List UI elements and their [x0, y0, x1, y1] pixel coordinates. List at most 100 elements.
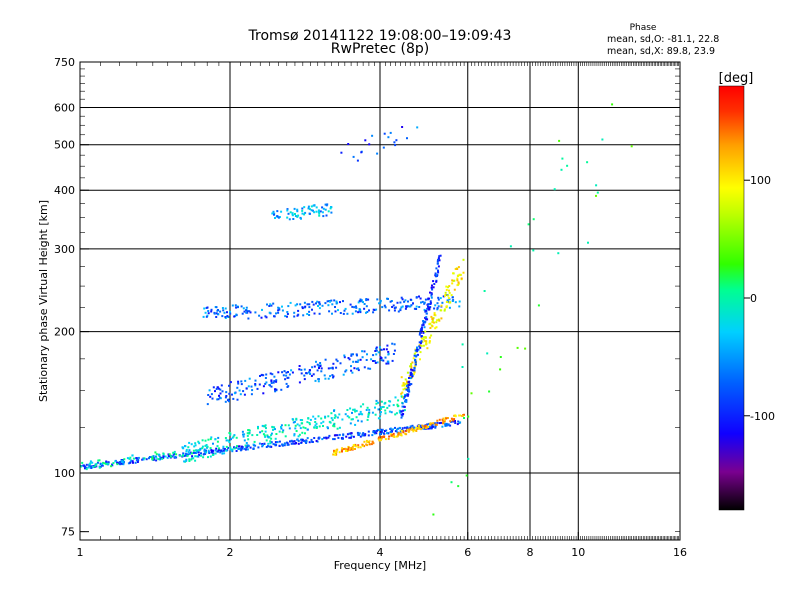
data-point	[171, 455, 174, 458]
data-point	[375, 353, 378, 356]
data-point	[135, 459, 138, 462]
data-point	[378, 302, 381, 305]
data-point	[420, 340, 423, 343]
data-point	[296, 314, 299, 317]
data-point	[377, 401, 379, 404]
data-point	[350, 353, 353, 356]
data-point	[396, 435, 399, 438]
data-point	[336, 427, 339, 430]
data-point	[224, 307, 227, 310]
data-point	[343, 356, 346, 359]
data-point	[313, 365, 316, 368]
data-point	[354, 305, 357, 308]
data-point	[334, 451, 337, 454]
data-point	[257, 446, 260, 449]
data-point	[275, 380, 278, 383]
data-point	[437, 298, 440, 301]
data-point	[428, 307, 431, 310]
data-point	[205, 315, 208, 318]
data-point	[421, 324, 424, 327]
data-point	[398, 411, 401, 414]
data-point	[316, 300, 319, 303]
data-point	[357, 359, 360, 362]
data-point	[199, 447, 202, 450]
data-point	[240, 305, 243, 308]
data-point	[220, 384, 223, 387]
data-point	[315, 210, 318, 213]
data-point	[265, 427, 267, 430]
data-point	[432, 422, 435, 425]
data-point	[414, 364, 417, 367]
data-point	[202, 315, 205, 318]
data-point	[399, 308, 402, 311]
data-point	[347, 449, 349, 452]
data-point	[399, 427, 401, 430]
data-point	[242, 390, 245, 393]
data-point	[148, 456, 151, 458]
data-point	[411, 428, 414, 431]
data-point	[367, 414, 370, 417]
colorbar-tick-label: 100	[750, 174, 771, 187]
data-point	[298, 424, 301, 427]
data-point	[298, 365, 301, 367]
data-point	[317, 415, 320, 418]
data-point	[327, 436, 330, 439]
data-point	[216, 440, 219, 443]
data-point	[252, 443, 255, 446]
data-point	[120, 459, 123, 462]
data-point	[308, 422, 311, 424]
data-point	[375, 432, 378, 435]
data-point	[217, 309, 219, 311]
data-point	[310, 438, 313, 441]
data-point	[206, 403, 209, 406]
data-point	[318, 212, 321, 215]
data-point	[326, 300, 329, 303]
data-point	[401, 391, 404, 394]
data-point	[595, 194, 597, 197]
data-point	[223, 311, 226, 314]
data-point	[319, 365, 322, 368]
data-point	[307, 205, 310, 208]
data-point	[321, 206, 324, 209]
data-point	[351, 411, 353, 414]
data-point	[428, 423, 431, 426]
data-point	[437, 269, 439, 272]
data-point	[456, 284, 459, 287]
x-tick-label: 8	[527, 546, 534, 559]
data-point	[314, 424, 317, 427]
data-point	[241, 312, 244, 315]
data-point	[405, 382, 408, 385]
data-point	[214, 438, 217, 441]
data-point	[318, 301, 320, 304]
data-point	[361, 433, 364, 436]
data-point	[278, 430, 281, 433]
data-point	[401, 414, 404, 417]
data-point	[400, 429, 403, 432]
data-point	[85, 466, 88, 469]
data-point	[315, 206, 318, 209]
data-point	[595, 184, 598, 187]
data-point	[155, 453, 158, 456]
data-point	[270, 432, 273, 435]
data-point	[416, 346, 418, 349]
data-point	[355, 360, 357, 363]
data-point	[331, 312, 333, 315]
data-point	[216, 445, 219, 448]
data-point	[379, 413, 382, 416]
data-point	[367, 367, 370, 370]
data-point	[351, 445, 354, 448]
data-point	[368, 408, 371, 411]
data-point	[418, 295, 420, 298]
data-point	[376, 298, 379, 301]
data-point	[383, 304, 386, 307]
data-point	[412, 302, 414, 305]
data-point	[333, 425, 336, 428]
data-point	[196, 451, 199, 453]
data-point	[273, 426, 276, 429]
data-point	[303, 213, 306, 216]
data-point	[89, 460, 92, 463]
data-point	[421, 424, 424, 427]
data-point	[207, 449, 210, 452]
data-point	[414, 358, 417, 361]
data-point	[241, 430, 244, 433]
